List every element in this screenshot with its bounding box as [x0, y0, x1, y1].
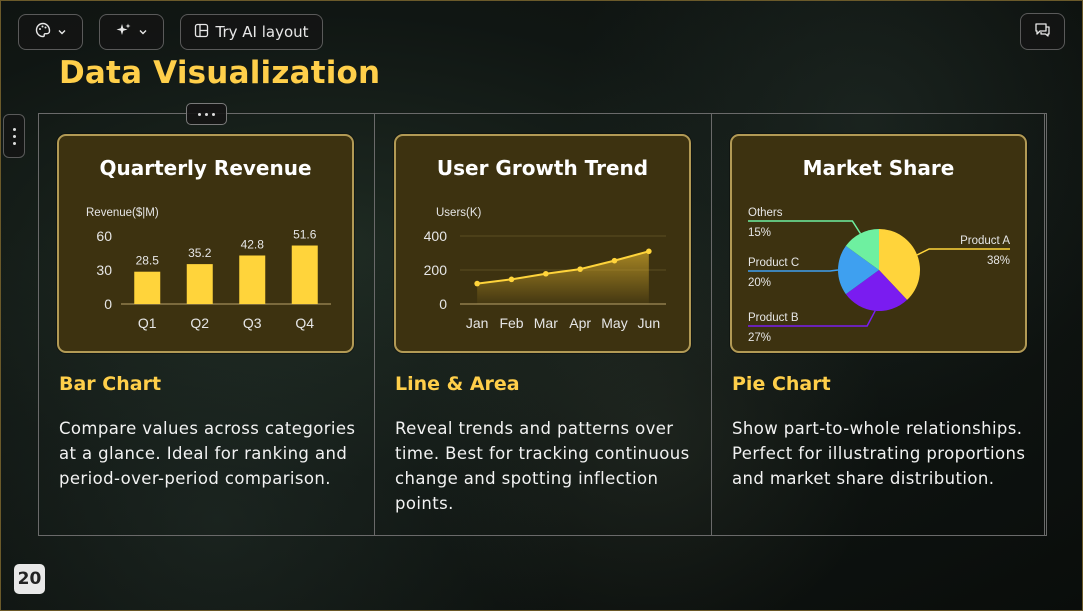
data-point	[474, 280, 480, 287]
column-heading: Pie Chart	[732, 373, 831, 395]
line-chart-card[interactable]: User Growth Trend Users(K) 0 200 400 Jan Feb M…	[394, 134, 691, 353]
leader-line	[916, 248, 1010, 256]
slice-percent-label: 38%	[987, 255, 1010, 267]
y-tick-label: 60	[96, 228, 112, 244]
page-number: 20	[14, 564, 45, 594]
slice-name-label: Product B	[748, 312, 799, 324]
column-heading: Bar Chart	[59, 373, 162, 395]
leader-line	[748, 220, 862, 234]
slice-name-label: Product C	[748, 257, 799, 269]
bar-chart-card[interactable]: Quarterly Revenue Revenue($|M) 0 30 60 28.5 Q…	[57, 134, 354, 353]
data-point	[611, 257, 618, 264]
slice-percent-label: 27%	[748, 332, 771, 344]
page-title: Data Visualization	[59, 55, 381, 91]
chevron-down-icon	[138, 23, 148, 41]
y-tick-label: 0	[439, 296, 447, 312]
area-fill	[477, 251, 649, 304]
try-ai-layout-button[interactable]: Try AI layout	[180, 14, 323, 50]
data-label: 28.5	[136, 254, 160, 268]
drag-handle[interactable]	[186, 103, 227, 125]
x-tick-label: Q3	[243, 315, 262, 331]
comment-button[interactable]	[1020, 13, 1065, 50]
chevron-down-icon	[57, 23, 67, 41]
data-point	[508, 276, 515, 283]
layout-grid[interactable]	[38, 113, 1047, 536]
slice-name-label: Others	[748, 207, 783, 219]
pie-chart-card[interactable]: Market Share Product A 38% Product B 27% Pro…	[730, 134, 1027, 353]
x-tick-label: Q4	[295, 315, 314, 331]
x-tick-label: Mar	[534, 315, 558, 331]
x-tick-label: Apr	[569, 315, 591, 331]
slice-name-label: Product A	[960, 235, 1010, 247]
data-label: 35.2	[188, 246, 212, 260]
x-tick-label: Feb	[499, 315, 523, 331]
column-description: Compare values across categories at a gl…	[59, 419, 356, 488]
theme-button[interactable]	[18, 14, 83, 50]
bar	[239, 255, 266, 304]
data-point	[646, 248, 652, 255]
y-tick-label: 200	[424, 262, 448, 278]
x-tick-label: Jan	[466, 315, 489, 331]
x-tick-label: Q1	[138, 315, 157, 331]
data-point	[577, 266, 583, 272]
pie-slice	[845, 270, 908, 311]
column-description: Reveal trends and patterns over time. Be…	[395, 419, 690, 513]
palette-icon	[35, 22, 51, 42]
chart-title: User Growth Trend	[436, 156, 649, 180]
sparkles-icon	[115, 22, 132, 43]
bar	[186, 264, 213, 304]
slice-percent-label: 20%	[748, 277, 771, 289]
column-heading: Line & Area	[395, 373, 520, 395]
comment-icon	[1034, 22, 1051, 42]
pie-slice	[845, 229, 879, 270]
y-tick-label: 400	[424, 228, 448, 244]
chart-title: Market Share	[802, 156, 955, 180]
y-tick-label: 30	[96, 262, 112, 278]
data-label: 51.6	[293, 228, 317, 242]
layout-icon	[194, 23, 209, 42]
leader-line	[748, 269, 839, 272]
data-label: 42.8	[241, 237, 265, 251]
try-ai-layout-label: Try AI layout	[215, 23, 309, 41]
series-line	[477, 250, 650, 285]
column-divider	[1044, 114, 1045, 535]
y-axis-label: Users(K)	[436, 207, 482, 219]
pie-chart: Product A 38% Product B 27% Product C 20% Othe…	[748, 207, 1010, 344]
data-point	[543, 270, 549, 277]
line-chart: Users(K) 0 200 400 Jan Feb Mar Apr May Jun	[424, 207, 666, 331]
side-panel-handle[interactable]	[3, 114, 25, 158]
leader-line	[748, 310, 876, 327]
bar	[291, 245, 318, 304]
column-divider	[374, 114, 375, 535]
column-divider	[711, 114, 712, 535]
chart-title: Quarterly Revenue	[99, 156, 312, 180]
x-tick-label: May	[601, 315, 627, 331]
column-description: Show part-to-whole relationships. Perfec…	[732, 419, 1026, 488]
pie-slice	[838, 245, 879, 295]
bar-chart: Revenue($|M) 0 30 60 28.5 Q1 35.2 Q2 42.8 Q3 51.6 Q…	[86, 207, 331, 331]
y-axis-label: Revenue($|M)	[86, 207, 159, 219]
x-tick-label: Jun	[638, 315, 661, 331]
magic-button[interactable]	[99, 14, 164, 50]
x-tick-label: Q2	[190, 315, 209, 331]
slice-percent-label: 15%	[748, 227, 771, 239]
y-tick-label: 0	[104, 296, 112, 312]
pie-slice	[879, 229, 920, 300]
bar	[134, 271, 161, 304]
